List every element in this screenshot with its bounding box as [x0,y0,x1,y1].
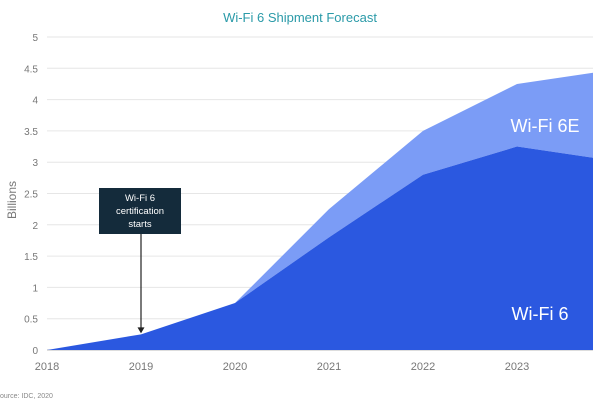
x-tick-label: 2022 [411,361,435,373]
y-tick-label: 4.5 [24,64,38,75]
y-tick-label: 3.5 [24,127,38,138]
area-wi-fi-6e [47,72,593,350]
y-tick-label: 2.5 [24,190,38,201]
x-tick-label: 2018 [35,361,59,373]
source-note: ource: IDC, 2020 [0,393,53,400]
y-tick-label: 2 [32,221,38,232]
annotation-box [99,188,181,234]
y-axis-ticks: 0 0.5 1 1.5 2 2.5 3 3.5 4 4.5 5 [24,33,38,357]
y-tick-label: 0 [32,346,38,357]
x-axis-ticks: 2018 2019 2020 2021 2022 2023 [35,361,529,373]
annotation-text: starts [128,219,151,230]
annotation: Wi-Fi 6 certification starts [99,188,181,334]
series-label: Wi-Fi 6 [512,304,569,324]
x-tick-label: 2023 [505,361,529,373]
y-tick-label: 5 [32,33,38,44]
annotation-text: certification [116,206,164,217]
area-wi-fi-6 [47,146,593,350]
x-tick-label: 2020 [223,361,247,373]
series-label: Wi-Fi 6E [511,116,580,136]
y-tick-label: 3 [32,158,38,169]
chart-title: Wi-Fi 6 Shipment Forecast [223,10,377,25]
area-series [47,72,593,350]
annotation-arrowhead [137,327,145,334]
x-tick-label: 2021 [317,361,341,373]
y-tick-label: 4 [32,96,38,107]
y-tick-label: 1.5 [24,252,38,263]
series-labels: Wi-Fi 6 Wi-Fi 6E [511,116,580,324]
y-axis-label: Billions [5,181,19,219]
y-tick-label: 1 [32,283,38,294]
y-tick-label: 0.5 [24,315,38,326]
x-tick-label: 2019 [129,361,153,373]
annotation-text: Wi-Fi 6 [125,193,155,204]
